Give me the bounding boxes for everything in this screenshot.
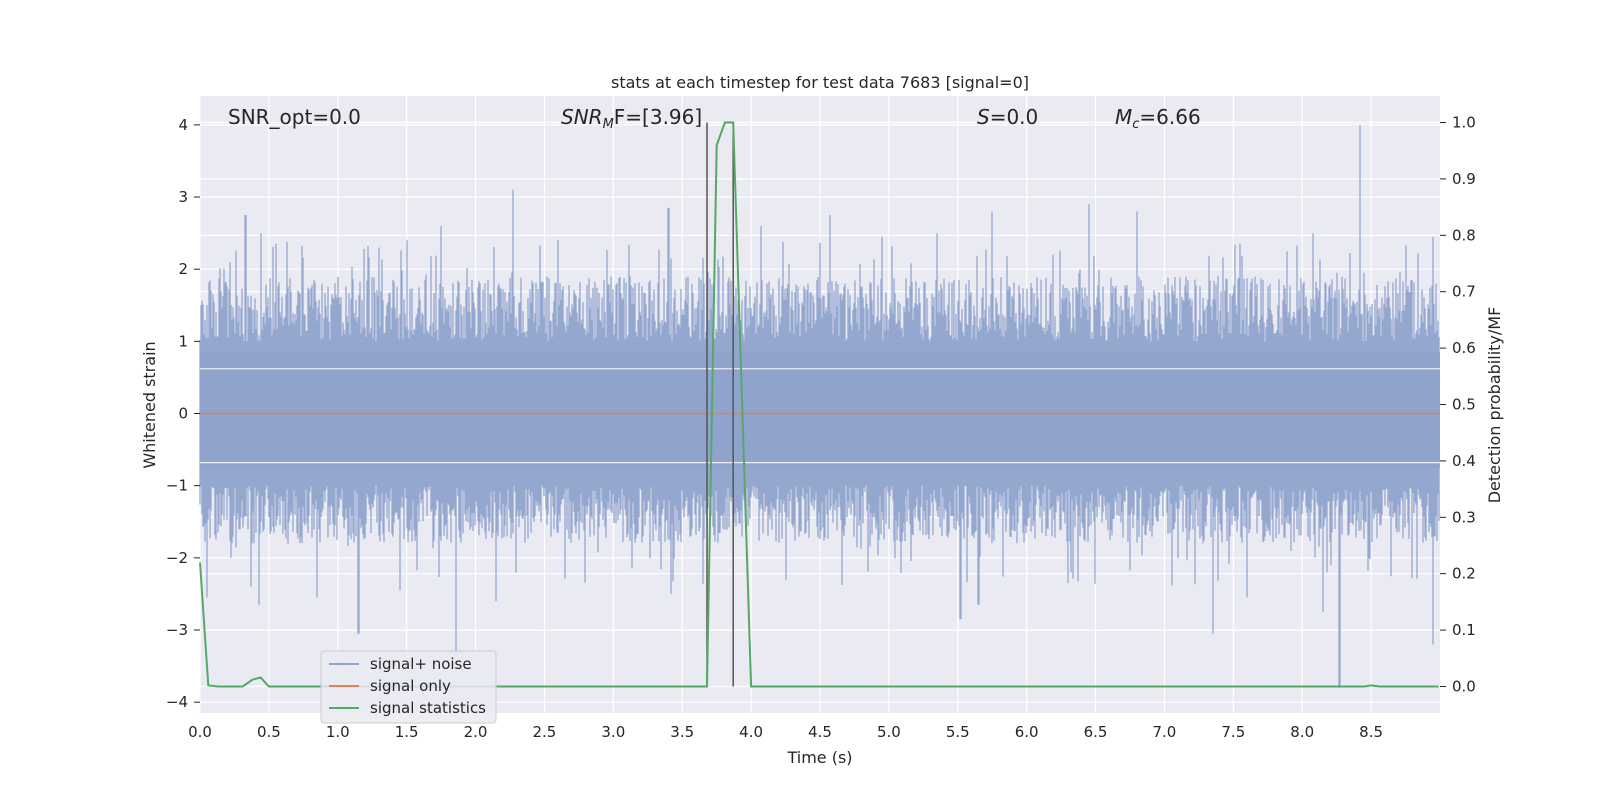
legend-label-statistics: signal statistics (370, 699, 486, 717)
annotation-s-var: S (977, 105, 990, 129)
y-tick-label: −2 (166, 549, 188, 567)
y2-axis-label: Detection probability/MF (1485, 307, 1504, 504)
y-tick-label: −1 (166, 477, 188, 495)
y-axis-label: Whitened strain (140, 341, 159, 468)
annotation-mc-base: M (1115, 105, 1132, 129)
y-tick-label: 4 (178, 116, 188, 134)
y-axis-ticks: 4 3 2 1 0 −1 −2 −3 −4 (166, 116, 200, 711)
noise-core-band (200, 352, 1440, 468)
x-tick-label: 3.5 (670, 723, 694, 741)
y2-tick-label: 0.2 (1452, 565, 1476, 583)
annotation-mc-tail: =6.66 (1139, 105, 1200, 129)
y-tick-label: 0 (178, 405, 188, 423)
x-tick-label: 1.0 (326, 723, 350, 741)
y2-tick-label: 0.8 (1452, 226, 1476, 244)
annotation-s-tail: =0.0 (990, 105, 1039, 129)
y2-tick-label: 0.3 (1452, 508, 1476, 526)
legend-box (320, 650, 497, 724)
x-axis-label: Time (s) (786, 748, 852, 767)
chart-title: stats at each timestep for test data 768… (611, 73, 1029, 92)
annotation-snr-mf-base: SNR (561, 105, 603, 129)
x-tick-label: 2.5 (533, 723, 557, 741)
x-tick-label: 2.0 (464, 723, 488, 741)
x-tick-label: 0.5 (257, 723, 281, 741)
y-tick-label: 2 (178, 260, 188, 278)
x-tick-label: 3.0 (601, 723, 625, 741)
x-tick-label: 0.0 (188, 723, 212, 741)
x-tick-label: 8.0 (1290, 723, 1314, 741)
annotation-snr-mf: SNRMF=[3.96] (561, 105, 702, 132)
x-tick-label: 5.0 (877, 723, 901, 741)
y-tick-label: 1 (178, 332, 188, 350)
series-signal-noise (199, 124, 1440, 688)
y2-axis-ticks: 1.0 0.9 0.8 0.7 0.6 0.5 0.4 0.3 0.2 0.1 0.0 (1440, 114, 1476, 695)
y-tick-label: −4 (166, 693, 188, 711)
legend-label-signal: signal only (370, 677, 451, 695)
y2-tick-label: 0.7 (1452, 283, 1476, 301)
x-axis-ticks: 0.0 0.5 1.0 1.5 2.0 2.5 3.0 3.5 4.0 4.5 5.0 5.5 6.0 6… (188, 723, 1383, 741)
x-tick-label: 7.0 (1153, 723, 1177, 741)
statistics-line (199, 121, 1439, 688)
y2-tick-label: 0.6 (1452, 339, 1476, 357)
y-tick-label: −3 (166, 621, 188, 639)
y2-tick-label: 0.5 (1452, 396, 1476, 414)
annotation-snr-mf-sub: M (603, 117, 614, 132)
series-signal-statistics (199, 121, 1439, 688)
y2-tick-label: 0.0 (1452, 677, 1476, 695)
x-tick-label: 7.5 (1221, 723, 1245, 741)
legend: signal+ noise signal only signal statist… (320, 650, 497, 724)
y-tick-label: 3 (178, 188, 188, 206)
annotation-s: S=0.0 (977, 105, 1038, 129)
x-tick-label: 5.5 (946, 723, 970, 741)
y2-tick-label: 0.1 (1452, 621, 1476, 639)
x-tick-label: 8.5 (1359, 723, 1383, 741)
x-tick-label: 6.0 (1015, 723, 1039, 741)
annotation-mc-sub: c (1132, 117, 1139, 132)
y2-tick-label: 0.9 (1452, 170, 1476, 188)
annotation-snr-opt: SNR_opt=0.0 (228, 105, 361, 129)
vertical-markers (706, 122, 734, 687)
x-tick-label: 4.5 (808, 723, 832, 741)
x-tick-label: 1.5 (395, 723, 419, 741)
x-tick-label: 6.5 (1084, 723, 1108, 741)
annotation-snr-mf-tail: F=[3.96] (614, 105, 702, 129)
y2-tick-label: 1.0 (1452, 114, 1476, 132)
annotation-mc: Mc=6.66 (1115, 105, 1201, 132)
y2-tick-label: 0.4 (1452, 452, 1476, 470)
legend-label-noise: signal+ noise (370, 655, 472, 673)
x-tick-label: 4.0 (739, 723, 763, 741)
